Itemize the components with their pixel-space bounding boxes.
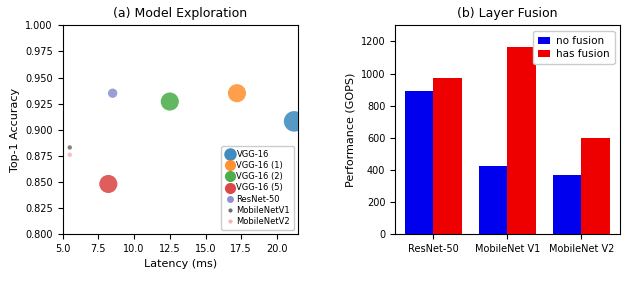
X-axis label: Latency (ms): Latency (ms) [144,259,217,269]
Point [165,99,175,104]
Point [103,182,113,186]
Bar [406,91,433,234]
Point [64,145,74,150]
Bar [433,78,461,234]
Point [64,153,74,157]
Bar [480,166,508,234]
Legend: VGG-16, VGG-16 (1), VGG-16 (2), VGG-16 (5), ResNet-50, MobileNetV1, MobileNetV2: VGG-16, VGG-16 (1), VGG-16 (2), VGG-16 (… [222,146,294,230]
Title: (a) Model Exploration: (a) Model Exploration [113,7,247,20]
Point [289,119,299,124]
Y-axis label: Performance (GOPS): Performance (GOPS) [345,72,355,187]
Y-axis label: Top-1 Accuracy: Top-1 Accuracy [9,88,19,172]
Bar [582,138,610,234]
Bar [508,47,536,234]
Bar [553,175,582,234]
Point [232,91,242,95]
Legend: no fusion, has fusion: no fusion, has fusion [533,30,615,64]
Point [108,91,118,95]
Title: (b) Layer Fusion: (b) Layer Fusion [457,7,558,20]
